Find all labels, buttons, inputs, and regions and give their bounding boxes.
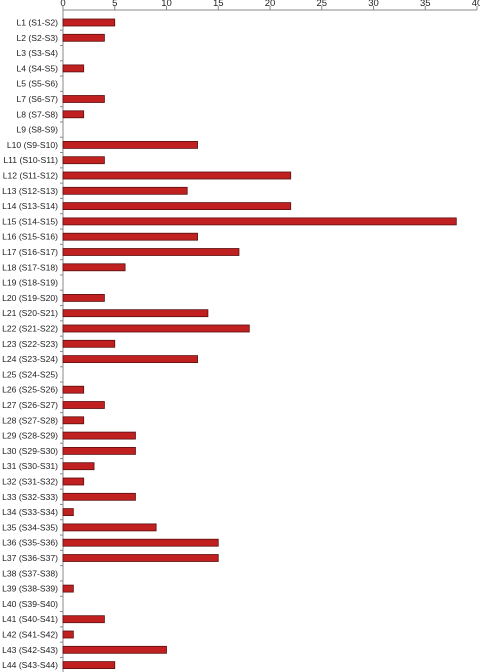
category-label: L22 (S21-S22) bbox=[2, 324, 58, 334]
bar bbox=[62, 584, 74, 593]
bar bbox=[62, 110, 85, 119]
bar bbox=[62, 385, 85, 394]
bar bbox=[62, 492, 136, 501]
category-label: L23 (S22-S23) bbox=[2, 339, 58, 349]
bar bbox=[62, 156, 105, 165]
category-label: L44 (S43-S44) bbox=[2, 660, 58, 670]
category-label: L43 (S42-S43) bbox=[2, 645, 58, 655]
bar bbox=[62, 416, 85, 425]
category-label: L9 (S8-S9) bbox=[16, 125, 58, 135]
category-label: L13 (S12-S13) bbox=[2, 186, 58, 196]
x-tick-label: 0 bbox=[60, 0, 65, 9]
category-label: L33 (S32-S33) bbox=[2, 492, 58, 502]
bar bbox=[62, 95, 105, 103]
category-label: L39 (S38-S39) bbox=[2, 584, 58, 594]
bar bbox=[62, 309, 209, 318]
category-label: L11 (S10-S11) bbox=[3, 155, 58, 165]
category-label: L32 (S31-S32) bbox=[2, 477, 58, 487]
category-label: L7 (S6-S7) bbox=[16, 94, 58, 104]
category-label: L31 (S30-S31) bbox=[2, 461, 58, 471]
bar bbox=[62, 324, 250, 333]
x-tick-label: 40 bbox=[472, 0, 480, 9]
bar bbox=[62, 661, 116, 669]
category-label: L27 (S26-S27) bbox=[2, 400, 58, 410]
bar bbox=[62, 263, 126, 272]
bar bbox=[62, 355, 198, 364]
x-tick-label: 25 bbox=[316, 0, 327, 9]
bar bbox=[62, 446, 136, 455]
category-label: L12 (S11-S12) bbox=[3, 171, 58, 181]
category-label: L37 (S36-S37) bbox=[2, 553, 58, 563]
x-tick-label: 10 bbox=[161, 0, 172, 9]
bar bbox=[62, 508, 74, 517]
category-label: L14 (S13-S14) bbox=[2, 201, 58, 211]
bar bbox=[62, 431, 136, 440]
bar bbox=[62, 232, 198, 241]
category-label: L19 (S18-S19) bbox=[2, 278, 58, 288]
x-tick-label: 35 bbox=[420, 0, 431, 9]
category-label: L4 (S4-S5) bbox=[16, 63, 58, 73]
x-tick-label: 15 bbox=[213, 0, 224, 9]
category-label: L16 (S15-S16) bbox=[2, 232, 58, 242]
x-tick-label: 5 bbox=[112, 0, 117, 9]
category-label: L42 (S41-S42) bbox=[2, 630, 58, 640]
category-label: L20 (S19-S20) bbox=[2, 293, 58, 303]
category-label: L35 (S34-S35) bbox=[2, 522, 58, 532]
x-tick-label: 20 bbox=[265, 0, 276, 9]
category-label: L26 (S25-S26) bbox=[2, 385, 58, 395]
category-label: L17 (S16-S17) bbox=[2, 247, 58, 257]
bar bbox=[62, 140, 198, 149]
category-label: L29 (S28-S29) bbox=[2, 431, 58, 441]
category-label: L5 (S5-S6) bbox=[16, 79, 58, 89]
bar bbox=[62, 645, 167, 654]
bar bbox=[62, 33, 105, 42]
bar bbox=[62, 18, 116, 27]
bar bbox=[62, 477, 85, 486]
category-label: L3 (S3-S4) bbox=[16, 48, 58, 58]
category-label: L36 (S35-S36) bbox=[2, 538, 58, 548]
category-label: L18 (S17-S18) bbox=[2, 262, 58, 272]
x-tick-label: 30 bbox=[368, 0, 379, 9]
category-label: L10 (S9-S10) bbox=[7, 140, 58, 150]
category-label: L8 (S7-S8) bbox=[16, 109, 58, 119]
bar bbox=[62, 248, 240, 256]
category-label: L21 (S20-S21) bbox=[2, 308, 58, 318]
category-label: L28 (S27-S28) bbox=[2, 415, 58, 425]
category-label: L34 (S33-S34) bbox=[2, 507, 58, 517]
bar bbox=[62, 630, 74, 639]
category-label: L40 (S39-S40) bbox=[2, 599, 58, 609]
bar bbox=[62, 64, 85, 73]
category-label: L25 (S24-S25) bbox=[2, 369, 58, 379]
bar bbox=[62, 339, 116, 348]
category-label: L1 (S1-S2) bbox=[16, 18, 58, 28]
category-label: L30 (S29-S30) bbox=[2, 446, 58, 456]
category-label: L2 (S2-S3) bbox=[16, 33, 58, 43]
bar bbox=[62, 554, 219, 562]
bar bbox=[62, 293, 105, 302]
bar bbox=[62, 401, 105, 409]
category-label: L41 (S40-S41) bbox=[2, 614, 58, 624]
category-label: L38 (S37-S38) bbox=[2, 568, 58, 578]
bar bbox=[62, 615, 105, 624]
bar bbox=[62, 171, 292, 180]
bar bbox=[62, 538, 219, 547]
bar bbox=[62, 217, 457, 226]
bar bbox=[62, 462, 95, 471]
bar bbox=[62, 523, 157, 532]
bar bbox=[62, 186, 188, 195]
category-label: L24 (S23-S24) bbox=[2, 354, 58, 364]
bar bbox=[62, 202, 292, 211]
category-label: L15 (S14-S15) bbox=[2, 216, 58, 226]
